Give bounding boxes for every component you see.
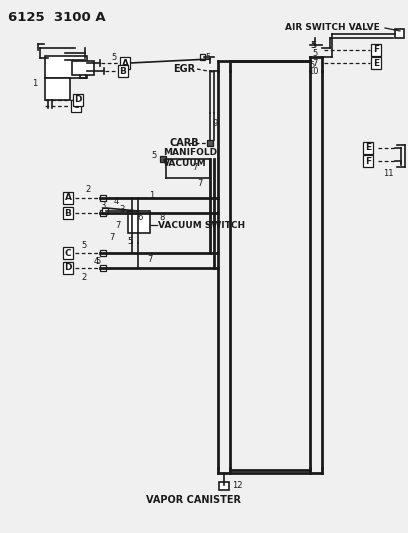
- Bar: [100, 265, 106, 271]
- Text: 5: 5: [310, 42, 316, 51]
- Text: 3: 3: [100, 201, 106, 211]
- Text: 1: 1: [32, 78, 38, 87]
- Text: 7: 7: [197, 179, 203, 188]
- Bar: [219, 482, 229, 490]
- Text: 5: 5: [205, 52, 211, 61]
- Text: E: E: [373, 59, 379, 68]
- Text: 7: 7: [115, 221, 121, 230]
- Text: C: C: [65, 248, 71, 257]
- Text: 2: 2: [85, 185, 91, 195]
- Text: 5: 5: [127, 237, 133, 246]
- Text: B: B: [120, 67, 126, 76]
- Bar: [72, 61, 94, 75]
- Bar: [200, 54, 205, 60]
- Text: 11: 11: [383, 168, 393, 177]
- Text: 7: 7: [312, 59, 318, 68]
- Bar: [100, 210, 106, 216]
- Text: A: A: [64, 193, 71, 203]
- Bar: [100, 195, 106, 201]
- Text: MANIFOLD
VACUUM: MANIFOLD VACUUM: [163, 148, 217, 168]
- Text: C: C: [73, 101, 79, 110]
- Text: 7: 7: [192, 164, 198, 173]
- Text: 9: 9: [213, 118, 217, 127]
- Text: 5: 5: [95, 256, 101, 265]
- Text: D: D: [74, 95, 82, 104]
- Text: 5: 5: [313, 49, 317, 58]
- Text: 7: 7: [109, 232, 115, 241]
- Text: 7: 7: [147, 254, 153, 263]
- Text: EGR: EGR: [173, 64, 195, 74]
- Text: VACUUM SWITCH: VACUUM SWITCH: [158, 222, 245, 230]
- Bar: [100, 250, 106, 256]
- Text: 4: 4: [93, 256, 99, 265]
- Text: 8: 8: [159, 214, 165, 222]
- Text: 6125  3100 A: 6125 3100 A: [8, 11, 106, 24]
- Text: 5: 5: [311, 41, 317, 50]
- Text: F: F: [373, 45, 379, 54]
- Bar: [45, 78, 70, 100]
- Text: F: F: [365, 157, 371, 166]
- Text: D: D: [64, 263, 72, 272]
- Text: 1: 1: [149, 190, 155, 199]
- Text: 6: 6: [137, 213, 143, 222]
- Bar: [128, 211, 150, 233]
- Text: AIR SWITCH VALVE: AIR SWITCH VALVE: [285, 23, 380, 33]
- Text: E: E: [365, 143, 371, 152]
- Bar: [160, 156, 166, 162]
- Bar: [45, 56, 87, 78]
- Text: A: A: [122, 59, 129, 68]
- Text: 3: 3: [119, 205, 125, 214]
- Text: 12: 12: [232, 481, 242, 490]
- Bar: [102, 208, 108, 214]
- Text: 5: 5: [309, 61, 315, 69]
- Text: B: B: [64, 208, 71, 217]
- Text: 4: 4: [113, 197, 119, 206]
- Text: 5: 5: [151, 150, 157, 159]
- Bar: [395, 29, 404, 38]
- Bar: [207, 140, 213, 146]
- Text: 5: 5: [81, 240, 86, 249]
- Text: 2: 2: [81, 272, 86, 281]
- Text: 10: 10: [308, 67, 318, 76]
- Text: 5: 5: [111, 53, 117, 62]
- Text: CARB: CARB: [170, 138, 200, 148]
- Text: VAPOR CANISTER: VAPOR CANISTER: [146, 495, 242, 505]
